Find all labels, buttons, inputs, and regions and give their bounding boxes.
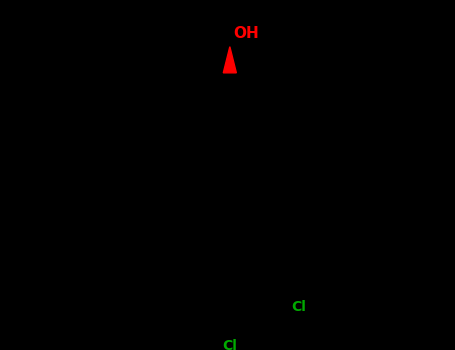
- Text: Cl: Cl: [291, 300, 306, 314]
- Polygon shape: [223, 47, 236, 73]
- Text: Cl: Cl: [222, 340, 237, 350]
- Text: OH: OH: [233, 26, 259, 41]
